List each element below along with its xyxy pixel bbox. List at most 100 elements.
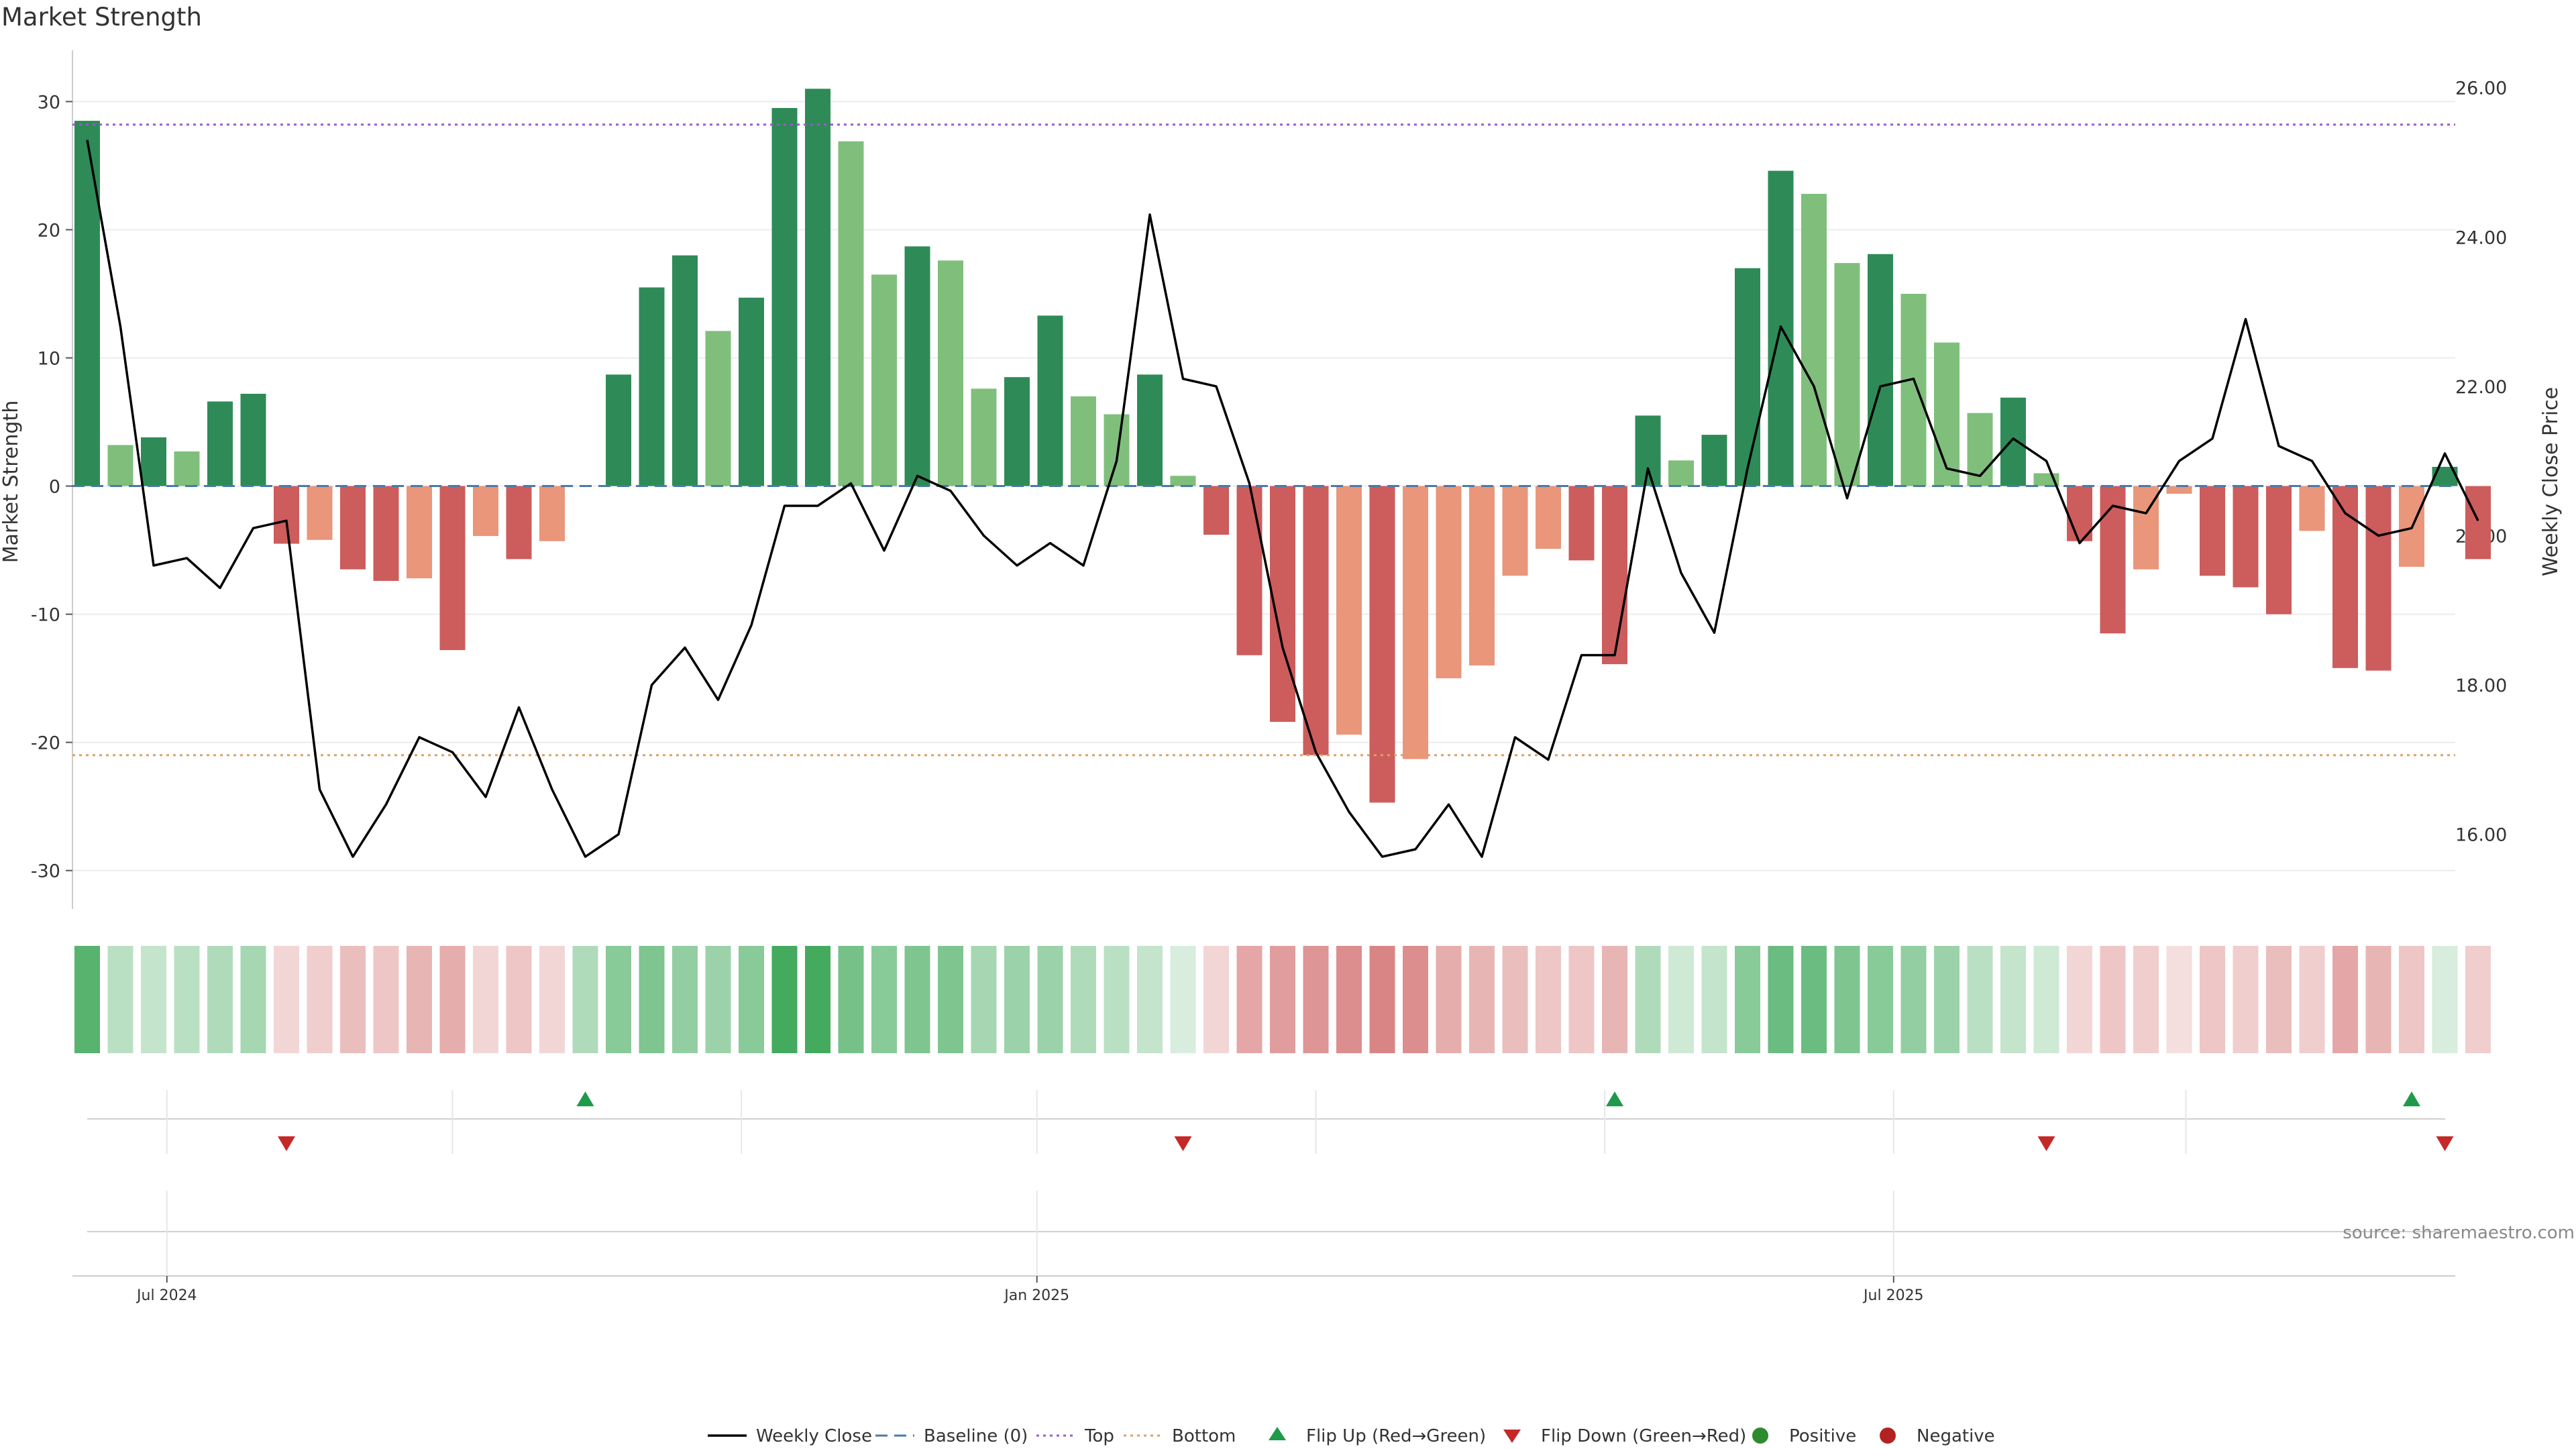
legend-label: Flip Up (Red→Green)	[1306, 1426, 1486, 1446]
heat-cell	[2365, 946, 2392, 1053]
strength-bar	[1369, 486, 1395, 803]
strength-bar	[1403, 486, 1428, 759]
heat-cell	[2133, 946, 2159, 1053]
heat-cell	[1536, 946, 1561, 1053]
legend-flip-down-icon	[1503, 1430, 1521, 1443]
strength-bar	[207, 401, 233, 486]
strength-bar	[240, 394, 266, 486]
heat-cell	[2200, 946, 2225, 1053]
flip-down-marker	[2037, 1136, 2055, 1151]
x-tick-label: Jul 2025	[1862, 1287, 1924, 1304]
strength-bar	[2299, 486, 2325, 531]
strength-bar	[971, 388, 997, 486]
legend: Weekly Close Baseline (0) Top Bottom Flip Up…	[708, 1426, 1995, 1446]
heat-cell	[539, 946, 565, 1053]
legend-label: Weekly Close	[756, 1426, 872, 1446]
heat-cell	[407, 946, 432, 1053]
y-tick-label: -10	[31, 605, 60, 626]
heat-cell	[2332, 946, 2358, 1053]
legend-item: Flip Down (Green→Red)	[1503, 1426, 1746, 1446]
legend-label: Positive	[1789, 1426, 1856, 1446]
heat-cell	[107, 946, 133, 1053]
heat-cell	[2432, 946, 2458, 1053]
strength-bar	[2166, 486, 2192, 494]
heat-cell	[141, 946, 166, 1053]
y2-tick-label: 26.00	[2455, 78, 2507, 99]
strength-bar	[1868, 254, 1893, 486]
heat-cell	[1868, 946, 1893, 1053]
strength-bar	[1336, 486, 1362, 735]
heat-cell	[439, 946, 466, 1053]
heat-cell	[274, 946, 299, 1053]
legend-dot-icon	[1880, 1428, 1896, 1444]
heat-cell	[2233, 946, 2259, 1053]
y2-tick-label: 16.00	[2455, 825, 2507, 846]
strength-bar	[373, 486, 399, 581]
heat-cell	[1469, 946, 1495, 1053]
heat-cell	[904, 946, 930, 1053]
right-axis-title: Weekly Close Price	[2539, 387, 2563, 576]
strength-bar	[539, 486, 565, 541]
strength-bar	[672, 255, 698, 486]
heat-cell	[606, 946, 631, 1053]
strength-bar	[871, 274, 897, 486]
heat-cell	[2299, 946, 2325, 1053]
heat-cell	[1303, 946, 1329, 1053]
heat-cell	[1270, 946, 1295, 1053]
heat-cell	[1967, 946, 1993, 1053]
heat-cell	[1436, 946, 1462, 1053]
y-tick-label: 20	[38, 220, 60, 241]
flip-down-marker	[1174, 1136, 1192, 1151]
strength-bar	[407, 486, 432, 579]
y2-tick-label: 18.00	[2455, 676, 2507, 696]
y2-tick-label: 24.00	[2455, 227, 2507, 248]
heat-cell	[1071, 946, 1096, 1053]
flip-down-marker	[278, 1136, 295, 1151]
strength-bar	[1469, 486, 1495, 666]
left-axis-ticks: 30 20 10 0 -10 -20 -30	[31, 92, 72, 882]
date-axis-ticks: Jul 2024 Jan 2025 Jul 2025	[136, 1191, 1924, 1304]
strength-bar	[1203, 486, 1229, 535]
heat-cell	[1635, 946, 1661, 1053]
weekly-close-line	[86, 140, 2479, 858]
strength-bar	[639, 287, 665, 486]
strength-bar	[1834, 263, 1860, 486]
strength-bar	[1801, 193, 1827, 486]
chart-title: Market Strength	[1, 3, 202, 32]
heat-cell	[1170, 946, 1196, 1053]
heat-cell	[1602, 946, 1627, 1053]
strength-bar	[2200, 486, 2225, 576]
legend-label: Negative	[1917, 1426, 1995, 1446]
heat-cell	[1104, 946, 1130, 1053]
heat-cell	[240, 946, 266, 1053]
legend-label: Top	[1084, 1426, 1114, 1446]
heat-cell	[1137, 946, 1163, 1053]
strength-bar	[771, 107, 798, 486]
heat-cell	[1834, 946, 1860, 1053]
strength-bar	[1568, 486, 1595, 561]
legend-label: Baseline (0)	[924, 1426, 1028, 1446]
strength-bar	[1037, 315, 1063, 486]
heat-cell	[74, 946, 100, 1053]
heat-cell	[1735, 946, 1760, 1053]
heat-cell	[1403, 946, 1428, 1053]
strength-bar	[473, 486, 498, 537]
heat-cell	[938, 946, 963, 1053]
strength-bar	[2332, 486, 2358, 668]
heat-cell	[2100, 946, 2126, 1053]
heat-cell	[1801, 946, 1827, 1053]
date-axis-panel: Jul 2024 Jan 2025 Jul 2025	[72, 1191, 2455, 1304]
strength-bar	[439, 486, 466, 651]
flip-down-marker	[2436, 1136, 2454, 1151]
heat-cell	[1568, 946, 1595, 1053]
heat-cell	[1336, 946, 1362, 1053]
strength-bar	[1170, 476, 1196, 486]
strength-bar	[1602, 486, 1627, 665]
heat-cell	[307, 946, 333, 1053]
strength-bar	[1071, 396, 1096, 486]
strength-bar	[1004, 377, 1030, 486]
heat-cell	[1037, 946, 1063, 1053]
y2-tick-label: 22.00	[2455, 377, 2507, 398]
strength-bar	[1236, 486, 1263, 655]
